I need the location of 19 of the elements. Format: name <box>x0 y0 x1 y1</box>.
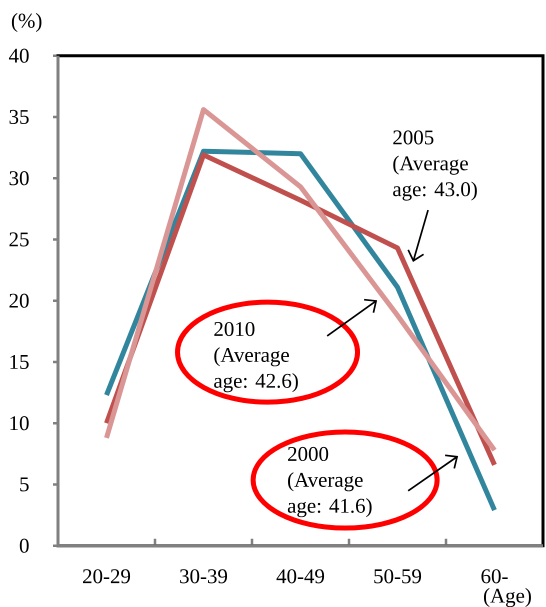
x-tick-label: 20-29 <box>83 569 130 584</box>
y-tick-label: 15 <box>10 354 29 369</box>
annotation: 2000 (Average age: 41.6) <box>288 446 372 518</box>
y-tick-label: 0 <box>20 538 29 553</box>
x-tick-label: 40-49 <box>276 569 324 584</box>
x-tick-label: 50-59 <box>374 569 422 584</box>
x-tick-label: 30-39 <box>180 569 228 584</box>
y-tick-label: 20 <box>9 294 29 308</box>
y-tick-label: 10 <box>10 416 29 430</box>
y-tick-label: 5 <box>20 477 29 492</box>
x-axis-title: (Age) <box>484 588 531 607</box>
annotation: 2010 (Average age: 42.6) <box>214 322 298 392</box>
y-tick-label: 40 <box>8 48 29 63</box>
y-tick-label: 30 <box>10 171 29 186</box>
x-tick-label: 60- <box>481 569 508 584</box>
annotation: 2005 (Average age: 43.0) <box>393 130 477 201</box>
y-tick-label: 25 <box>9 232 29 246</box>
y-axis-title: (%) <box>12 13 42 32</box>
y-tick-label: 35 <box>10 110 29 124</box>
